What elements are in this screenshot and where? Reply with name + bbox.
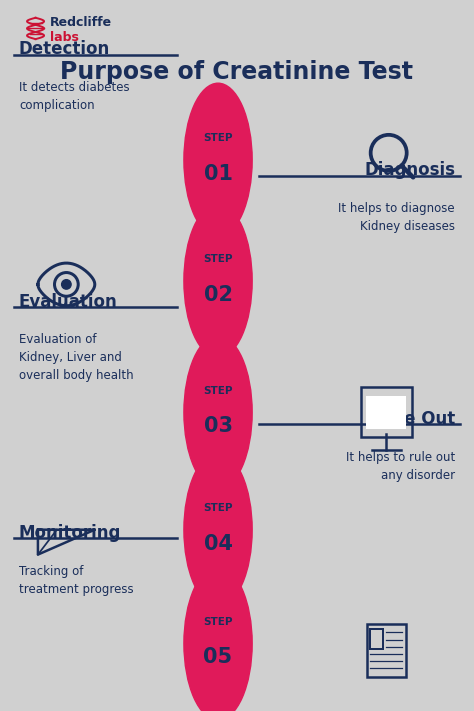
Text: Purpose of Creatinine Test: Purpose of Creatinine Test: [61, 60, 413, 85]
Ellipse shape: [62, 279, 71, 289]
Text: labs: labs: [50, 31, 79, 44]
Text: STEP: STEP: [203, 617, 233, 627]
Text: Evaluation: Evaluation: [19, 293, 118, 311]
Text: STEP: STEP: [203, 134, 233, 144]
Ellipse shape: [184, 567, 252, 711]
Ellipse shape: [184, 83, 252, 237]
Text: Rule Out: Rule Out: [374, 410, 455, 428]
Text: Monitoring: Monitoring: [19, 524, 121, 542]
Ellipse shape: [184, 204, 252, 358]
Text: 01: 01: [203, 164, 233, 184]
Text: STEP: STEP: [203, 255, 233, 264]
Text: It helps to rule out
any disorder: It helps to rule out any disorder: [346, 451, 455, 482]
Ellipse shape: [184, 453, 252, 606]
Text: 05: 05: [203, 647, 233, 668]
Text: Evaluation of
Kidney, Liver and
overall body health: Evaluation of Kidney, Liver and overall …: [19, 333, 134, 383]
Text: Diagnosis: Diagnosis: [364, 161, 455, 179]
Text: STEP: STEP: [203, 386, 233, 396]
Text: Detection: Detection: [19, 41, 110, 58]
Text: 03: 03: [203, 416, 233, 437]
Text: 02: 02: [203, 284, 233, 305]
Text: It detects diabetes
complication: It detects diabetes complication: [19, 81, 129, 112]
Text: Tracking of
treatment progress: Tracking of treatment progress: [19, 565, 134, 596]
Text: STEP: STEP: [203, 503, 233, 513]
Text: 04: 04: [203, 533, 233, 554]
Text: Redcliffe: Redcliffe: [50, 16, 112, 28]
FancyBboxPatch shape: [366, 396, 406, 429]
Ellipse shape: [184, 336, 252, 489]
Text: It helps to diagnose
Kidney diseases: It helps to diagnose Kidney diseases: [338, 202, 455, 233]
